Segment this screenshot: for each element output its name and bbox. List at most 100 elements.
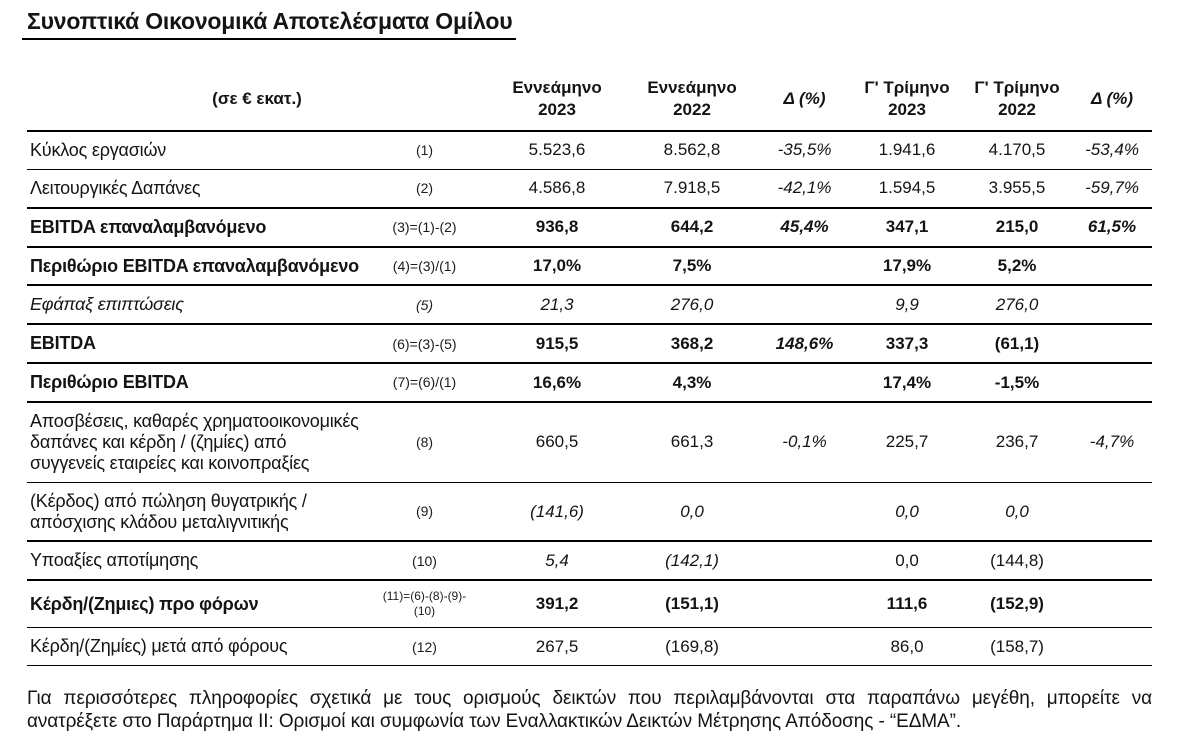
column-header: Δ (%): [757, 73, 853, 132]
value-cell: [1072, 363, 1153, 403]
row-ref: (6)=(3)-(5): [362, 324, 488, 365]
value-cell: 61,5%: [1072, 207, 1153, 248]
page-title: Συνοπτικά Οικονομικά Αποτελέσματα Ομίλου: [22, 8, 517, 40]
value-cell: 1.941,6: [852, 130, 963, 170]
value-cell: -59,7%: [1072, 169, 1153, 209]
value-cell: 267,5: [487, 627, 628, 667]
value-cell: (169,8): [627, 627, 758, 667]
column-header: Δ (%): [1072, 73, 1153, 132]
value-cell: 4.170,5: [962, 130, 1073, 170]
value-cell: 111,6: [852, 580, 963, 629]
column-header: Εννεάμηνο 2022: [627, 73, 758, 132]
value-cell: (158,7): [962, 627, 1073, 667]
row-label: Εφάπαξ επιπτώσεις: [27, 285, 362, 326]
row-label: Περιθώριο EBITDA επαναλαμβανόμενο: [27, 246, 362, 287]
value-cell: 17,9%: [852, 246, 963, 287]
column-header-line1: Γ' Τρίμηνο: [864, 78, 950, 97]
column-header-line2: 2023: [888, 100, 926, 120]
value-cell: [1072, 580, 1153, 629]
table-row: Κύκλος εργασιών (1) 5.523,6 8.562,8 -35,5% 1.…: [27, 130, 1153, 170]
value-cell: (61,1): [962, 324, 1073, 365]
value-cell: 148,6%: [757, 324, 853, 365]
column-header-line1: Εννεάμηνο: [512, 78, 602, 97]
row-label: EBITDA επαναλαμβανόμενο: [27, 207, 362, 248]
value-cell: 215,0: [962, 207, 1073, 248]
row-ref: (1): [362, 130, 488, 170]
value-cell: -53,4%: [1072, 130, 1153, 170]
row-label: Κέρδη/(Ζημιες) προ φόρων: [27, 580, 362, 629]
value-cell: 5,2%: [962, 246, 1073, 287]
value-cell: -42,1%: [757, 169, 853, 209]
value-cell: 225,7: [852, 402, 963, 483]
value-cell: [1072, 246, 1153, 287]
value-cell: 7.918,5: [627, 169, 758, 209]
value-cell: 0,0: [627, 482, 758, 543]
value-cell: 4,3%: [627, 363, 758, 403]
value-cell: 45,4%: [757, 207, 853, 248]
table-row: (Κέρδος) από πώληση θυγατρικής / απόσχισ…: [27, 482, 1153, 543]
value-cell: [757, 285, 853, 326]
value-cell: 337,3: [852, 324, 963, 365]
value-cell: (144,8): [962, 541, 1073, 582]
column-header-line2: 2022: [673, 100, 711, 120]
table-row: Περιθώριο EBITDA (7)=(6)/(1) 16,6% 4,3% 17,4…: [27, 363, 1153, 403]
value-cell: (151,1): [627, 580, 758, 629]
value-cell: [1072, 324, 1153, 365]
table-row: Υποαξίες αποτίμησης (10) 5,4 (142,1) 0,0 (144…: [27, 541, 1153, 582]
value-cell: 86,0: [852, 627, 963, 667]
column-header-line1: Εννεάμηνο: [647, 78, 737, 97]
value-cell: 1.594,5: [852, 169, 963, 209]
value-cell: [757, 363, 853, 403]
value-cell: 0,0: [852, 541, 963, 582]
value-cell: 16,6%: [487, 363, 628, 403]
value-cell: 0,0: [852, 482, 963, 543]
financial-results-table: (σε € εκατ.) Εννεάμηνο 2023 Εννεάμηνο 2022 Δ…: [27, 73, 1153, 667]
value-cell: [1072, 482, 1153, 543]
value-cell: [757, 627, 853, 667]
value-cell: 660,5: [487, 402, 628, 483]
table-row: Περιθώριο EBITDA επαναλαμβανόμενο (4)=(3)…: [27, 246, 1153, 287]
table-row: Αποσβέσεις, καθαρές χρηματοοικονομικές δ…: [27, 402, 1153, 483]
column-header-line1: Γ' Τρίμηνο: [974, 78, 1060, 97]
value-cell: 644,2: [627, 207, 758, 248]
value-cell: 5.523,6: [487, 130, 628, 170]
row-ref: (2): [362, 169, 488, 209]
value-cell: 661,3: [627, 402, 758, 483]
row-label: (Κέρδος) από πώληση θυγατρικής / απόσχισ…: [27, 482, 362, 543]
value-cell: 347,1: [852, 207, 963, 248]
value-cell: 17,0%: [487, 246, 628, 287]
value-cell: [1072, 541, 1153, 582]
table-row: EBITDA (6)=(3)-(5) 915,5 368,2 148,6% 337,3 (6…: [27, 324, 1153, 365]
column-header-line1: Δ (%): [783, 89, 826, 109]
row-ref: (9): [362, 482, 488, 543]
table-row: Εφάπαξ επιπτώσεις (5) 21,3 276,0 9,9 276,0: [27, 285, 1153, 326]
value-cell: 0,0: [962, 482, 1073, 543]
value-cell: [757, 580, 853, 629]
row-label: Κύκλος εργασιών: [27, 130, 362, 170]
value-cell: (141,6): [487, 482, 628, 543]
value-cell: 7,5%: [627, 246, 758, 287]
row-ref: (12): [362, 627, 488, 667]
value-cell: [757, 541, 853, 582]
column-header: Εννεάμηνο 2023: [487, 73, 628, 132]
value-cell: (152,9): [962, 580, 1073, 629]
row-label: Λειτουργικές Δαπάνες: [27, 169, 362, 209]
value-cell: [1072, 285, 1153, 326]
value-cell: 21,3: [487, 285, 628, 326]
column-header-line1: Δ (%): [1091, 89, 1133, 109]
value-cell: 368,2: [627, 324, 758, 365]
row-ref: (10): [362, 541, 488, 582]
column-header-line2: 2022: [998, 100, 1036, 120]
row-label: Υποαξίες αποτίμησης: [27, 541, 362, 582]
column-header: Γ' Τρίμηνο 2023: [852, 73, 963, 132]
row-ref: (5): [362, 285, 488, 326]
value-cell: 4.586,8: [487, 169, 628, 209]
value-cell: -1,5%: [962, 363, 1073, 403]
unit-header: (σε € εκατ.): [27, 73, 488, 132]
table-row: Λειτουργικές Δαπάνες (2) 4.586,8 7.918,5 -42…: [27, 169, 1153, 209]
row-ref: (7)=(6)/(1): [362, 363, 488, 403]
row-ref: (3)=(1)-(2): [362, 207, 488, 248]
footnote: Για περισσότερες πληροφορίες σχετικά με …: [27, 688, 1152, 733]
value-cell: 936,8: [487, 207, 628, 248]
row-ref: (11)=(6)-(8)-(9)-(10): [362, 580, 488, 629]
